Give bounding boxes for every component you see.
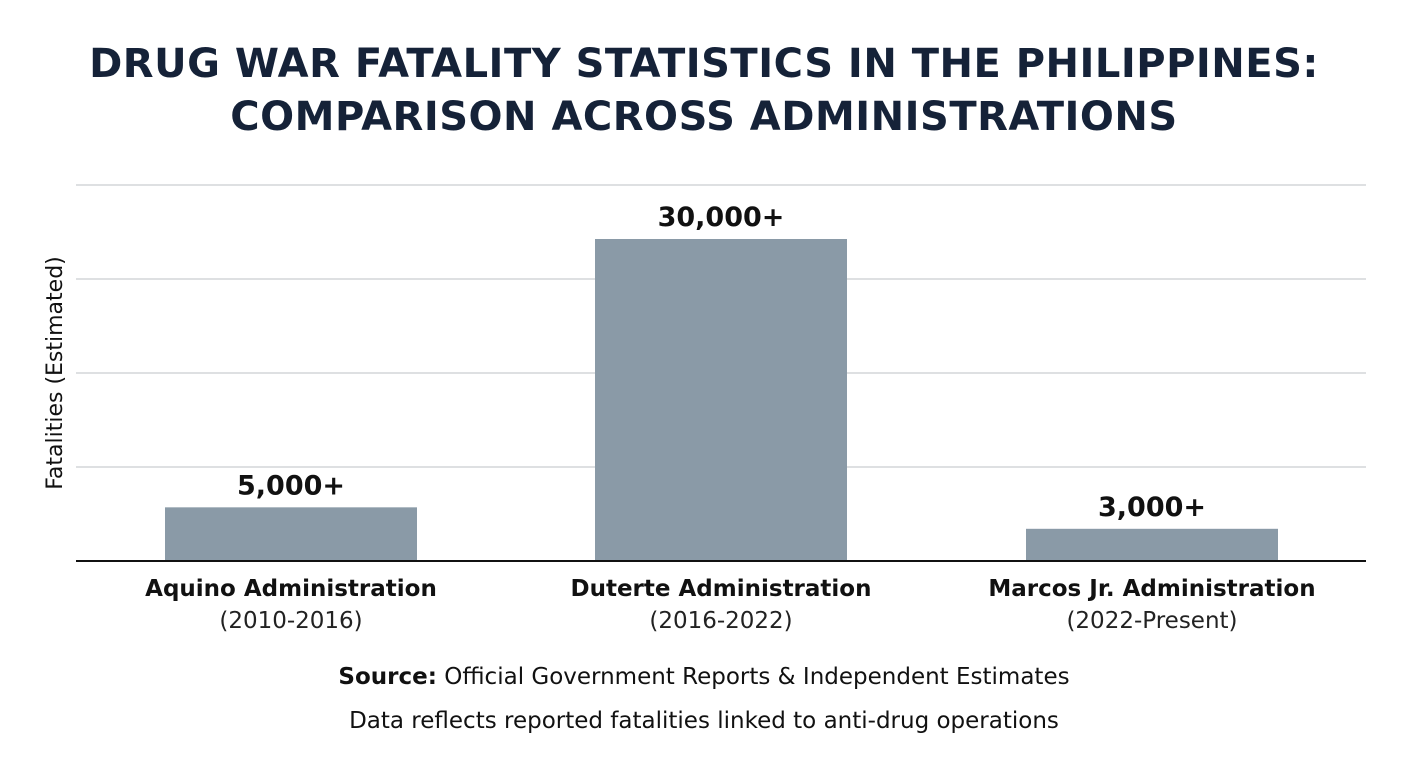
category-label: Marcos Jr. Administration [988,576,1315,602]
value-label: 30,000+ [658,202,785,233]
chart-title-line-2: COMPARISON ACROSS ADMINISTRATIONS [230,94,1178,140]
bars [165,239,1278,561]
category-period-label: (2010-2016) [219,608,362,634]
value-label: 5,000+ [237,470,345,501]
category-period-label: (2022-Present) [1066,608,1237,634]
category-label: Duterte Administration [571,576,872,602]
source-line: Source: Official Government Reports & In… [0,664,1408,690]
bar-2 [595,239,847,561]
bar-3 [1026,528,1278,561]
source-label: Source: [338,664,437,690]
category-period-label: (2016-2022) [649,608,792,634]
value-label: 3,000+ [1098,492,1206,523]
source-text: Official Government Reports & Independen… [444,664,1070,690]
category-label: Aquino Administration [145,576,437,602]
y-axis-label: Fatalities (Estimated) [43,256,68,489]
data-note: Data reflects reported fatalities linked… [349,708,1059,734]
chart-title: DRUG WAR FATALITY STATISTICS IN THE PHIL… [0,38,1408,144]
labels: 5,000+ Aquino Administration (2010-2016) 30… [145,202,1315,634]
chart-title-line-1: DRUG WAR FATALITY STATISTICS IN THE PHIL… [89,41,1319,87]
bar-1 [165,507,417,561]
